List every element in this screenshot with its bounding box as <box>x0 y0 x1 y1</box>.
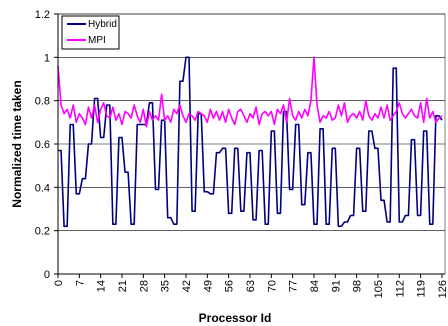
y-axis-title: Normalized time taken <box>10 80 24 207</box>
x-tick-label: 7 <box>74 280 86 286</box>
x-tick-label: 119 <box>416 280 428 298</box>
x-tick-label: 91 <box>330 280 342 292</box>
x-tick-label: 49 <box>202 280 214 292</box>
series-line-hybrid <box>58 56 443 228</box>
series-layer <box>57 56 443 228</box>
legend: Hybrid MPI <box>61 15 120 50</box>
x-tick-label: 28 <box>138 280 150 292</box>
x-tick-label: 14 <box>96 280 108 292</box>
x-tick-label: 70 <box>266 280 278 292</box>
x-tick-label: 56 <box>224 280 236 292</box>
y-tick-label: 0 <box>44 269 50 281</box>
x-tick-label: 42 <box>181 280 193 292</box>
x-tick-label: 0 <box>53 280 65 286</box>
legend-box <box>61 15 120 50</box>
y-tick-label: 0.4 <box>35 182 50 194</box>
x-tick-label: 77 <box>288 280 300 292</box>
x-tick-label: 105 <box>373 280 385 298</box>
legend-label-hybrid: Hybrid <box>88 19 117 30</box>
x-tick-labels: 0 7 14 21 28 35 42 49 56 63 70 77 84 91 98 105 112 119 126 <box>53 274 448 298</box>
x-tick-label: 63 <box>245 280 257 292</box>
y-tick-label: 1.2 <box>35 9 50 21</box>
y-tick-label: 0.8 <box>35 96 50 108</box>
y-tick-label: 1 <box>44 52 50 64</box>
legend-label-mpi: MPI <box>88 35 106 46</box>
x-tick-label: 112 <box>394 280 406 298</box>
x-axis-title: Processor Id <box>199 311 272 325</box>
x-tick-label: 98 <box>352 280 364 292</box>
x-tick-label: 126 <box>437 280 448 298</box>
y-tick-label: 0.2 <box>35 226 50 238</box>
y-tick-label: 0.6 <box>35 139 50 151</box>
series-line-mpi <box>57 56 443 128</box>
x-tick-label: 35 <box>160 280 172 292</box>
y-tick-labels: 0 0.2 0.4 0.6 0.8 1 1.2 <box>35 9 58 281</box>
x-tick-label: 21 <box>117 280 129 292</box>
x-tick-label: 84 <box>309 280 321 292</box>
